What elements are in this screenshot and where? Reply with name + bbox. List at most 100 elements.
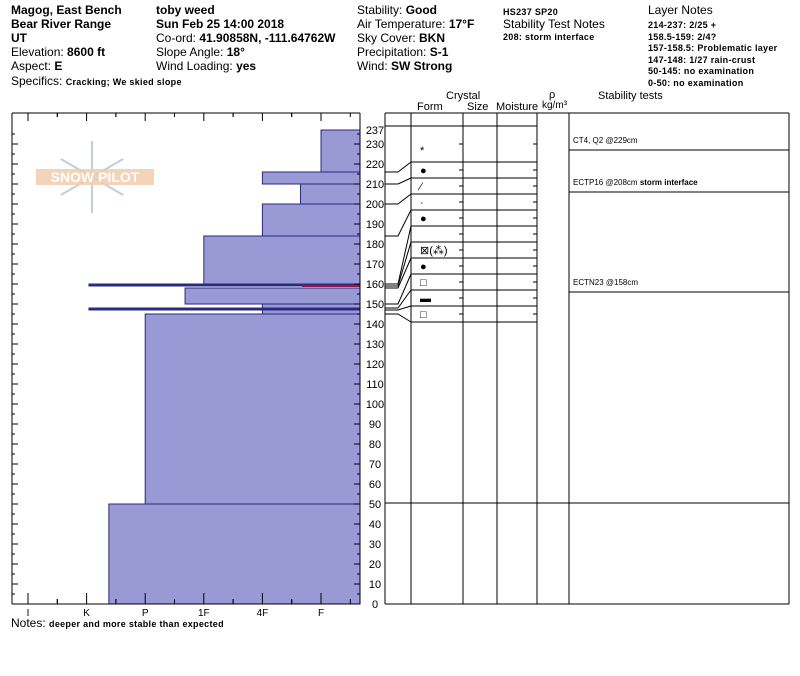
- depth-label: 10: [369, 579, 381, 591]
- depth-label: 150: [366, 299, 384, 311]
- layer-note: 50-145: no examination: [648, 66, 755, 76]
- layer-connector: [385, 161, 412, 173]
- elevation-value: 8600 ft: [67, 45, 106, 59]
- stability-test-note: storm interface: [638, 178, 699, 187]
- col-form: Form: [417, 101, 443, 113]
- grain-form-symbol: ⁄: [417, 181, 424, 193]
- depth-label: 70: [369, 459, 381, 471]
- depth-label: 140: [366, 319, 384, 331]
- hardness-label: 4F: [257, 608, 269, 619]
- layer-note: 214-237: 2/25 +: [648, 20, 717, 30]
- depth-label: 120: [366, 359, 384, 371]
- grain-form-symbol: ●: [420, 213, 427, 225]
- grain-form-symbol: ⊠(⁂): [420, 245, 448, 257]
- hardness-label: K: [83, 608, 90, 619]
- layer-connector: [385, 225, 412, 285]
- depth-label: 190: [366, 219, 384, 231]
- hardness-layer: [108, 503, 361, 605]
- layer-note: 158.5-159: 2/4?: [648, 31, 717, 42]
- grain-form-symbol: □: [420, 277, 427, 289]
- precipitation-label: Precipitation:: [357, 45, 430, 59]
- aspect: Aspect: E: [11, 59, 62, 73]
- hs-sp: HS237 SP20: [503, 7, 559, 17]
- stability-test: CT4, Q2 @229cm: [573, 136, 638, 145]
- grain-form-symbol: *: [420, 145, 425, 157]
- layer-connector: [385, 241, 412, 287]
- depth-label: 90: [369, 419, 381, 431]
- depth-label: 160: [366, 279, 384, 291]
- watermark-text: SNOW PILOT: [51, 169, 140, 185]
- air-temp-value: 17°F: [448, 17, 475, 31]
- hardness-layer: [184, 287, 361, 305]
- layer-note: 0-50: no examination: [648, 77, 744, 88]
- location: Magog, East Bench: [11, 3, 122, 17]
- specifics-value: Cracking; We skied slope: [65, 77, 182, 87]
- elevation: Elevation: 8600 ft: [11, 45, 105, 59]
- hardness-layer: [261, 203, 361, 237]
- layer-connector: [385, 177, 412, 185]
- layer-note: 157-158.5: Problematic layer: [648, 43, 778, 53]
- precipitation-value: S-1: [429, 45, 449, 59]
- state: UT: [11, 31, 27, 45]
- depth-label: 50: [369, 499, 381, 511]
- layer-connector: [385, 305, 412, 311]
- layer-notes-title: Layer Notes: [648, 3, 713, 17]
- col-moisture: Moisture: [496, 101, 539, 113]
- coord-value: 41.90858N, -111.64762W: [199, 31, 336, 45]
- col-stability-tests: Stability tests: [598, 90, 663, 102]
- hardness-label: P: [142, 608, 149, 619]
- precipitation: Precipitation: S-1: [357, 45, 448, 59]
- grain-form-symbol: ·: [420, 197, 424, 209]
- stability-note: 208: storm interface: [503, 32, 595, 42]
- sky-cover: Sky Cover: BKN: [357, 31, 445, 45]
- depth-label: 237: [366, 125, 384, 137]
- depth-label: 130: [366, 339, 384, 351]
- depth-label: 100: [366, 399, 384, 411]
- sky-cover-label: Sky Cover:: [357, 31, 420, 45]
- observer: toby weed: [156, 3, 215, 17]
- depth-label: 200: [366, 199, 384, 211]
- grain-form-symbol: ▬: [420, 293, 431, 305]
- stability-test-result: CT4, Q2 @229cm: [573, 136, 638, 145]
- depth-label: 80: [369, 439, 381, 451]
- layer-connector: [385, 209, 412, 237]
- wind-loading: Wind Loading: yes: [156, 59, 256, 73]
- grain-form-symbol: □: [420, 309, 427, 321]
- hardness-layer: [88, 307, 361, 311]
- stability-label: Stability:: [357, 3, 406, 17]
- depth-label: 230: [366, 139, 384, 151]
- layer-connector: [385, 193, 412, 205]
- wind-label: Wind:: [357, 59, 392, 73]
- hardness-layer: [203, 235, 361, 285]
- stability-test-result: ECTN23 @158cm: [573, 278, 638, 287]
- sky-cover-value: BKN: [419, 31, 446, 45]
- elevation-label: Elevation:: [11, 45, 68, 59]
- coord-label: Co-ord:: [156, 31, 200, 45]
- watermark-banner: [36, 169, 154, 185]
- wind: Wind: SW Strong: [357, 59, 452, 73]
- aspect-label: Aspect:: [11, 59, 55, 73]
- hardness-layer: [144, 313, 361, 505]
- problematic-layer-marker: [302, 285, 360, 287]
- stability-test: ECTP16 @208cm storm interface: [573, 178, 698, 187]
- slope-angle-value: 18°: [226, 45, 245, 59]
- specifics-label: Specifics:: [11, 74, 66, 88]
- depth-label: 30: [369, 539, 381, 551]
- depth-label: 220: [366, 159, 384, 171]
- hardness-label: F: [318, 608, 324, 619]
- stability-value: Good: [405, 3, 438, 17]
- air-temp-label: Air Temperature:: [357, 17, 449, 31]
- grain-form-symbol: ●: [420, 261, 427, 273]
- col-rho: ρ: [549, 89, 556, 101]
- stability-notes-title: Stability Test Notes: [503, 17, 605, 31]
- depth-label: 180: [366, 239, 384, 251]
- notes-label: Notes:: [11, 616, 50, 630]
- depth-label: 40: [369, 519, 381, 531]
- stability-test-result: ECTP16 @208cm: [573, 178, 638, 187]
- layer-note: 147-148: 1/27 rain-crust: [648, 54, 756, 65]
- datetime: Sun Feb 25 14:00 2018: [156, 17, 285, 31]
- hardness-label: 1F: [198, 608, 210, 619]
- depth-label: 110: [366, 379, 384, 391]
